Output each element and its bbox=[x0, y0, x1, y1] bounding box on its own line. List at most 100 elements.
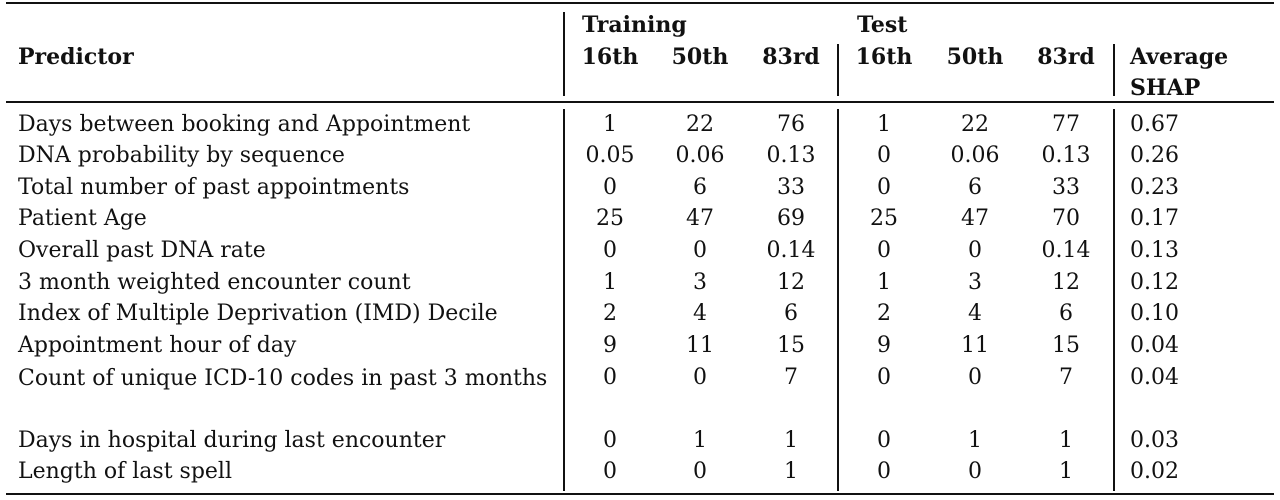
row-3-train-83rd: 69 bbox=[777, 206, 805, 231]
row-9-train-50th: 1 bbox=[693, 428, 707, 453]
row-2-train-83rd: 33 bbox=[777, 175, 805, 200]
column-header-training-83rd: 83rd bbox=[762, 44, 820, 70]
row-9-test-50th: 1 bbox=[968, 428, 982, 453]
row-5-test-50th: 3 bbox=[968, 270, 982, 295]
bottom-rule bbox=[6, 493, 1274, 495]
row-4-train-83rd: 0.14 bbox=[766, 238, 816, 263]
row-9-train-16th: 0 bbox=[603, 428, 617, 453]
row-3-test-83rd: 70 bbox=[1052, 206, 1080, 231]
row-1-predictor: DNA probability by sequence bbox=[18, 143, 345, 168]
row-9-average-shap: 0.03 bbox=[1130, 428, 1179, 453]
row-5-predictor: 3 month weighted encounter count bbox=[18, 270, 411, 295]
row-0-predictor: Days between booking and Appointment bbox=[18, 112, 471, 137]
row-3-predictor: Patient Age bbox=[18, 206, 147, 231]
row-1-test-83rd: 0.13 bbox=[1041, 143, 1091, 168]
row-2-train-50th: 6 bbox=[693, 175, 707, 200]
row-5-train-83rd: 12 bbox=[777, 270, 805, 295]
top-rule bbox=[6, 2, 1274, 4]
row-5-test-83rd: 12 bbox=[1052, 270, 1080, 295]
column-header-test-16th: 16th bbox=[855, 44, 913, 70]
row-6-train-16th: 2 bbox=[603, 301, 617, 326]
body-divider-test bbox=[837, 109, 839, 491]
row-1-train-50th: 0.06 bbox=[675, 143, 725, 168]
row-8-average-shap: 0.04 bbox=[1130, 365, 1179, 390]
row-2-test-16th: 0 bbox=[877, 175, 891, 200]
row-10-train-50th: 0 bbox=[693, 459, 707, 484]
row-5-train-16th: 1 bbox=[603, 270, 617, 295]
row-0-test-50th: 22 bbox=[961, 112, 989, 137]
row-9-test-83rd: 1 bbox=[1059, 428, 1073, 453]
row-6-predictor: Index of Multiple Deprivation (IMD) Deci… bbox=[18, 301, 498, 326]
row-6-test-50th: 4 bbox=[968, 301, 982, 326]
row-7-predictor: Appointment hour of day bbox=[18, 333, 297, 358]
header-divider-test bbox=[837, 44, 839, 96]
row-1-average-shap: 0.26 bbox=[1130, 143, 1179, 168]
row-6-train-83rd: 6 bbox=[784, 301, 798, 326]
row-6-train-50th: 4 bbox=[693, 301, 707, 326]
row-5-test-16th: 1 bbox=[877, 270, 891, 295]
column-header-average-shap: Average bbox=[1130, 44, 1229, 70]
row-8-train-50th: 0 bbox=[693, 365, 707, 390]
row-10-predictor: Length of last spell bbox=[18, 459, 233, 484]
row-4-predictor: Overall past DNA rate bbox=[18, 238, 266, 263]
row-7-train-83rd: 15 bbox=[777, 333, 805, 358]
row-0-train-16th: 1 bbox=[603, 112, 617, 137]
row-6-average-shap: 0.10 bbox=[1130, 301, 1179, 326]
row-7-train-50th: 11 bbox=[686, 333, 714, 358]
row-10-average-shap: 0.02 bbox=[1130, 459, 1179, 484]
body-divider-shap bbox=[1113, 109, 1115, 491]
row-8-test-50th: 0 bbox=[968, 365, 982, 390]
group-header-training: Training bbox=[582, 12, 687, 38]
row-5-train-50th: 3 bbox=[693, 270, 707, 295]
row-10-test-50th: 0 bbox=[968, 459, 982, 484]
row-3-test-50th: 47 bbox=[961, 206, 989, 231]
body-divider-training bbox=[563, 109, 565, 491]
column-header-average-shap-line2: SHAP bbox=[1130, 75, 1201, 101]
row-3-test-16th: 25 bbox=[870, 206, 898, 231]
row-9-predictor: Days in hospital during last encounter bbox=[18, 428, 446, 453]
row-8-predictor: Count of unique ICD-10 codes in past 3 m… bbox=[18, 366, 548, 391]
row-1-test-16th: 0 bbox=[877, 143, 891, 168]
row-4-train-16th: 0 bbox=[603, 238, 617, 263]
row-0-average-shap: 0.67 bbox=[1130, 112, 1179, 137]
row-1-train-16th: 0.05 bbox=[585, 143, 635, 168]
row-7-test-16th: 9 bbox=[877, 333, 891, 358]
row-10-test-16th: 0 bbox=[877, 459, 891, 484]
row-0-train-50th: 22 bbox=[686, 112, 714, 137]
row-4-average-shap: 0.13 bbox=[1130, 238, 1179, 263]
row-2-test-83rd: 33 bbox=[1052, 175, 1080, 200]
row-0-test-83rd: 77 bbox=[1052, 112, 1080, 137]
header-rule bbox=[6, 101, 1274, 103]
row-2-train-16th: 0 bbox=[603, 175, 617, 200]
row-5-average-shap: 0.12 bbox=[1130, 270, 1179, 295]
column-header-training-50th: 50th bbox=[671, 44, 729, 70]
group-header-test: Test bbox=[857, 12, 908, 38]
row-2-average-shap: 0.23 bbox=[1130, 175, 1179, 200]
row-0-train-83rd: 76 bbox=[777, 112, 805, 137]
row-10-train-83rd: 1 bbox=[784, 459, 798, 484]
row-9-test-16th: 0 bbox=[877, 428, 891, 453]
header-divider-training bbox=[563, 12, 565, 96]
row-7-average-shap: 0.04 bbox=[1130, 333, 1179, 358]
row-3-average-shap: 0.17 bbox=[1130, 206, 1179, 231]
row-2-predictor: Total number of past appointments bbox=[18, 175, 410, 200]
header-divider-shap bbox=[1113, 44, 1115, 96]
row-7-test-50th: 11 bbox=[961, 333, 989, 358]
row-8-test-83rd: 7 bbox=[1059, 365, 1073, 390]
row-0-test-16th: 1 bbox=[877, 112, 891, 137]
row-1-train-83rd: 0.13 bbox=[766, 143, 816, 168]
row-4-test-16th: 0 bbox=[877, 238, 891, 263]
column-header-test-83rd: 83rd bbox=[1037, 44, 1095, 70]
column-header-test-50th: 50th bbox=[946, 44, 1004, 70]
row-8-test-16th: 0 bbox=[877, 365, 891, 390]
row-7-train-16th: 9 bbox=[603, 333, 617, 358]
row-2-test-50th: 6 bbox=[968, 175, 982, 200]
row-4-test-83rd: 0.14 bbox=[1041, 238, 1091, 263]
row-10-test-83rd: 1 bbox=[1059, 459, 1073, 484]
row-4-train-50th: 0 bbox=[693, 238, 707, 263]
row-3-train-16th: 25 bbox=[596, 206, 624, 231]
row-4-test-50th: 0 bbox=[968, 238, 982, 263]
row-6-test-83rd: 6 bbox=[1059, 301, 1073, 326]
row-8-train-16th: 0 bbox=[603, 365, 617, 390]
